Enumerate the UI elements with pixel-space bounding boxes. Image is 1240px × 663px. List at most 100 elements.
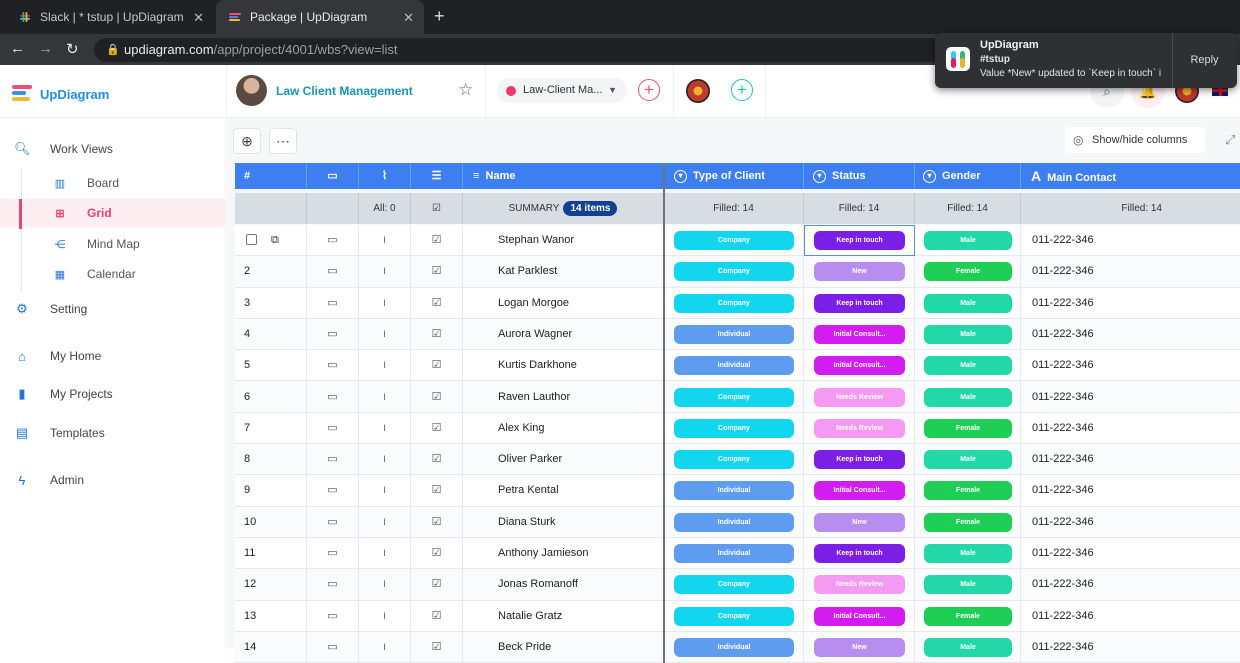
type-cell[interactable]: Company [664,444,804,476]
comment-icon[interactable]: ▭ [307,256,359,288]
star-icon[interactable]: ☆ [458,80,474,99]
type-cell[interactable]: Individual [664,318,804,350]
type-cell[interactable]: Company [664,381,804,413]
contact-cell[interactable]: 011-222-346 [1032,578,1094,591]
row-checkbox[interactable] [246,234,257,245]
new-tab-icon[interactable]: + [434,6,445,26]
name-cell[interactable]: Jonas Romanoff [463,569,664,601]
status-cell[interactable]: New [804,256,915,288]
type-cell[interactable]: Company [664,569,804,601]
comment-icon[interactable]: ▭ [307,287,359,319]
name-cell[interactable]: Alex King [463,412,664,444]
name-cell[interactable]: Beck Pride [463,631,664,663]
close-tab-icon[interactable]: ✕ [403,10,414,25]
name-cell[interactable]: Aurora Wagner [463,318,664,350]
name-cell[interactable]: Kurtis Darkhone [463,350,664,382]
type-cell[interactable]: Company [664,412,804,444]
contact-cell[interactable]: 011-222-346 [1032,296,1094,309]
table-row[interactable]: 11 ▭ ǀ ☑ Anthony Jamieson Individual Kee… [235,538,1240,570]
type-cell[interactable]: Individual [664,350,804,382]
reply-button[interactable]: Reply [1190,54,1219,66]
table-row[interactable]: 13 ▭ ǀ ☑ Natalie Gratz Company Initial C… [235,600,1240,632]
attachment-icon[interactable]: ǀ [359,538,411,569]
forward-icon[interactable]: → [38,40,53,57]
sidebar-item-templates[interactable]: ▤ Templates [0,419,226,447]
add-member-button[interactable]: + [731,79,753,101]
type-cell[interactable]: Company [664,287,804,319]
comment-icon[interactable]: ▭ [307,600,359,632]
attachment-icon[interactable]: ǀ [359,444,411,476]
status-cell[interactable]: Initial Consult... [804,350,915,382]
type-cell[interactable]: Individual [664,475,804,507]
checklist-icon[interactable]: ☑ [411,631,463,663]
table-row[interactable]: 5 ▭ ǀ ☑ Kurtis Darkhone Individual Initi… [235,350,1240,382]
table-row[interactable]: 6 ▭ ǀ ☑ Raven Lauthor Company Needs Revi… [235,381,1240,413]
browser-tab-package[interactable]: Package | UpDiagram ✕ [216,0,424,34]
add-circle-button[interactable]: ⊕ [233,128,261,154]
comment-icon[interactable]: ▭ [307,631,359,663]
sidebar-item-grid[interactable]: ⊞ Grid [0,199,226,227]
name-cell[interactable]: Anthony Jamieson [463,538,664,569]
attachment-icon[interactable]: ǀ [359,475,411,507]
checklist-icon[interactable]: ☑ [411,256,463,288]
gender-cell[interactable]: Male [915,538,1021,569]
checklist-icon[interactable]: ☑ [411,350,463,382]
comment-icon[interactable]: ▭ [307,163,359,189]
gender-cell[interactable]: Male [915,225,1021,256]
table-row[interactable]: 10 ▭ ǀ ☑ Diana Sturk Individual New Fema… [235,506,1240,538]
member-avatar[interactable] [686,79,710,103]
header-name[interactable]: ≡ Name [463,163,664,189]
comment-icon[interactable]: ▭ [307,225,359,256]
type-cell[interactable]: Company [664,225,804,256]
comment-icon[interactable]: ▭ [307,475,359,507]
expand-icon[interactable]: ⤢ [1225,132,1236,147]
brand-logo[interactable]: UpDiagram [12,83,109,105]
comment-icon[interactable]: ▭ [307,381,359,413]
attachment-icon[interactable]: ǀ [359,631,411,663]
gender-cell[interactable]: Male [915,381,1021,413]
reload-icon[interactable]: ↻ [66,41,79,58]
comment-icon[interactable]: ▭ [307,506,359,538]
sidebar-item-my-home[interactable]: ⌂ My Home [0,342,226,370]
checklist-icon[interactable]: ☰ [411,163,463,189]
table-row[interactable]: 8 ▭ ǀ ☑ Oliver Parker Company Keep in to… [235,444,1240,476]
name-cell[interactable]: Oliver Parker [463,444,664,476]
checklist-icon[interactable]: ☑ [411,444,463,476]
type-cell[interactable]: Individual [664,631,804,663]
comment-icon[interactable]: ▭ [307,569,359,601]
table-row[interactable]: 14 ▭ ǀ ☑ Beck Pride Individual New Male … [235,631,1240,663]
table-row[interactable]: ⧉ ▭ ǀ ☑ Stephan Wanor Company Keep in to… [235,225,1240,257]
gender-cell[interactable]: Male [915,350,1021,382]
attachment-icon[interactable]: ǀ [359,256,411,288]
checklist-icon[interactable]: ☑ [411,600,463,632]
checklist-icon[interactable]: ☑ [411,569,463,601]
status-cell[interactable]: New [804,506,915,538]
attachment-icon[interactable]: ǀ [359,600,411,632]
name-cell[interactable]: Petra Kental [463,475,664,507]
contact-cell[interactable]: 011-222-346 [1032,421,1094,434]
table-row[interactable]: 3 ▭ ǀ ☑ Logan Morgoe Company Keep in tou… [235,287,1240,319]
attachment-icon[interactable]: ǀ [359,506,411,538]
status-cell[interactable]: New [804,631,915,663]
contact-cell[interactable]: 011-222-346 [1032,640,1094,653]
status-cell[interactable]: Needs Review [804,412,915,444]
status-cell[interactable]: Keep in touch [804,287,915,319]
contact-cell[interactable]: 011-222-346 [1032,547,1094,559]
name-cell[interactable]: Logan Morgoe [463,287,664,319]
attachment-icon[interactable]: ǀ [359,381,411,413]
comment-icon[interactable]: ▭ [307,318,359,350]
gender-cell[interactable]: Female [915,506,1021,538]
type-cell[interactable]: Individual [664,538,804,569]
header-main-contact[interactable]: A Main Contact [1021,163,1240,189]
checklist-icon[interactable]: ☑ [411,318,463,350]
sidebar-item-my-projects[interactable]: ▮ My Projects [0,380,226,408]
contact-cell[interactable]: 011-222-346 [1032,327,1094,340]
checklist-icon[interactable]: ☑ [411,225,463,256]
type-cell[interactable]: Individual [664,506,804,538]
contact-cell[interactable]: 011-222-346 [1032,484,1094,497]
sidebar-item-calendar[interactable]: ▦ Calendar [0,260,226,288]
table-row[interactable]: 12 ▭ ǀ ☑ Jonas Romanoff Company Needs Re… [235,569,1240,601]
sidebar-work-views[interactable]: 🔍︎ Work Views [0,135,226,163]
attachment-icon[interactable]: ǀ [359,350,411,382]
sidebar-item-setting[interactable]: ⚙ Setting [0,295,226,323]
